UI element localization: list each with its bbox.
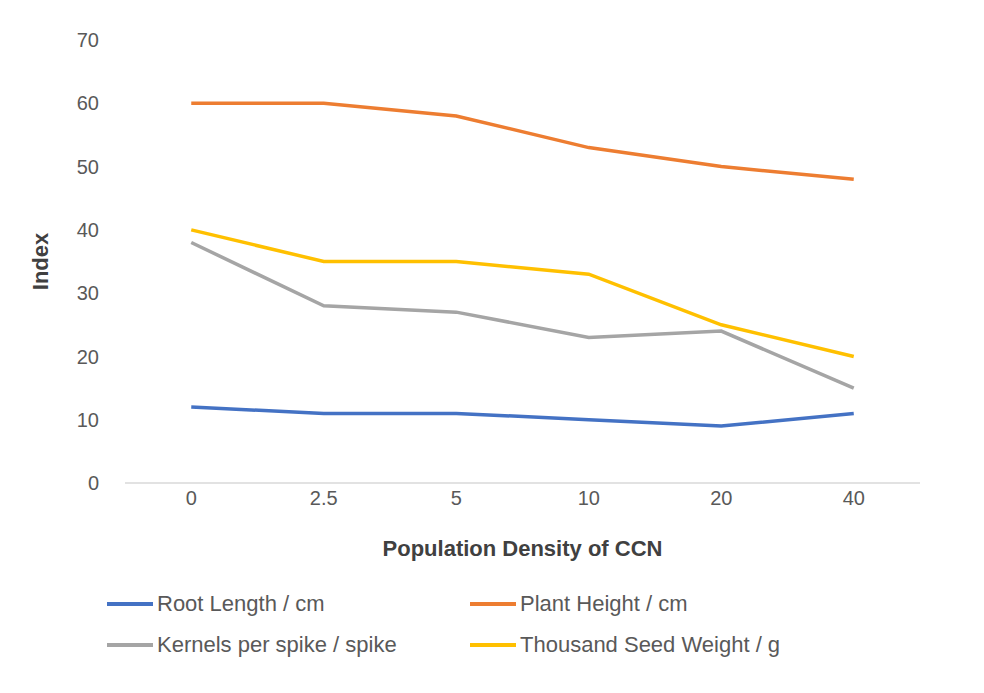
svg-text:5: 5 xyxy=(451,487,462,509)
svg-text:20: 20 xyxy=(710,487,732,509)
svg-text:Index: Index xyxy=(28,232,53,290)
svg-text:2.5: 2.5 xyxy=(310,487,338,509)
html-text:Kernels per spike / spike: Kernels per spike / spike xyxy=(157,632,397,657)
svg-text:40: 40 xyxy=(77,219,99,241)
html-text:Thousand Seed Weight / g: Thousand Seed Weight / g xyxy=(520,632,781,657)
html-text:Plant Height / cm: Plant Height / cm xyxy=(520,591,688,616)
svg-text:40: 40 xyxy=(843,487,865,509)
html-text:Root Length / cm: Root Length / cm xyxy=(157,591,325,616)
svg-text:50: 50 xyxy=(77,156,99,178)
svg-text:10: 10 xyxy=(77,409,99,431)
svg-text:Population Density of CCN: Population Density of CCN xyxy=(383,536,663,561)
svg-text:30: 30 xyxy=(77,282,99,304)
svg-text:60: 60 xyxy=(77,92,99,114)
svg-text:0: 0 xyxy=(88,472,99,494)
svg-text:70: 70 xyxy=(77,29,99,51)
svg-text:10: 10 xyxy=(578,487,600,509)
svg-text:20: 20 xyxy=(77,346,99,368)
svg-text:0: 0 xyxy=(186,487,197,509)
